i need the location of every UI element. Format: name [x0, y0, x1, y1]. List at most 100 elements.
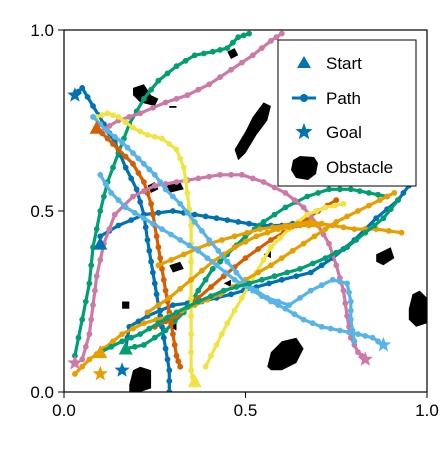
path-point: [188, 276, 195, 283]
path-point: [346, 289, 352, 296]
path-point: [141, 188, 147, 195]
path-point: [376, 197, 383, 204]
legend-entry-goal: Goal: [295, 123, 362, 142]
path-point: [231, 233, 238, 240]
path-point: [355, 349, 361, 356]
obstacle: [376, 247, 395, 266]
path-point: [253, 287, 260, 294]
path-point: [188, 313, 195, 319]
path-point: [366, 190, 372, 196]
path-point: [130, 124, 136, 131]
path-point: [141, 215, 147, 222]
path-point: [260, 257, 267, 263]
path-point: [278, 255, 285, 261]
path-point: [329, 222, 336, 229]
path-point: [333, 219, 340, 225]
path-point: [278, 30, 285, 37]
path-point: [153, 233, 160, 240]
path-point: [258, 276, 265, 283]
triangle-icon: [297, 56, 311, 68]
goal-marker: [92, 365, 108, 381]
path-point: [115, 197, 122, 204]
y-tick-label: 0.0: [30, 383, 54, 402]
path-point: [311, 233, 318, 240]
path-point: [344, 280, 350, 287]
path-point: [297, 295, 303, 301]
path-point: [151, 182, 158, 189]
path-point: [130, 161, 136, 167]
path-point: [217, 258, 224, 265]
path-point: [304, 193, 311, 200]
path-point: [282, 190, 289, 196]
path-point: [144, 132, 151, 138]
path-point: [307, 287, 314, 294]
path-point: [291, 197, 298, 204]
path-point: [224, 320, 231, 327]
path-point: [137, 199, 144, 205]
path-point: [128, 217, 135, 224]
obstacle: [223, 279, 231, 287]
path-point: [369, 334, 376, 341]
path-point: [119, 338, 125, 345]
path-point: [264, 229, 271, 236]
path-point: [155, 209, 162, 216]
path-series: [79, 171, 369, 363]
path-point: [164, 70, 171, 77]
path-point: [340, 287, 347, 294]
path-point: [395, 197, 401, 204]
y-tick-label: 0.5: [30, 202, 54, 221]
path-point: [128, 175, 135, 182]
path-point: [297, 266, 303, 272]
path-point: [326, 186, 332, 193]
path-point: [111, 133, 118, 140]
path-point: [355, 208, 361, 214]
path-point: [122, 153, 129, 160]
path-point: [170, 302, 176, 308]
path-point: [177, 237, 184, 243]
path-point: [110, 112, 116, 118]
path-point: [322, 204, 329, 211]
path-point: [344, 313, 350, 319]
path-point: [235, 34, 242, 41]
path-point: [184, 190, 191, 196]
path-point: [208, 284, 214, 290]
start-marker: [89, 120, 104, 134]
path-point: [144, 237, 151, 243]
path-point: [173, 352, 180, 359]
path-point: [351, 338, 358, 345]
path-point: [337, 186, 343, 193]
path-point: [231, 244, 238, 251]
path-point: [151, 171, 158, 178]
path-point: [177, 155, 184, 162]
path-point: [170, 193, 176, 200]
path-point: [322, 255, 329, 261]
path-point: [137, 128, 144, 135]
path-point: [160, 276, 167, 283]
path-point: [135, 170, 142, 176]
path-point: [229, 39, 236, 46]
path-point: [110, 141, 116, 147]
goal-marker: [357, 351, 373, 366]
path-point: [150, 220, 156, 227]
path-point: [141, 320, 147, 327]
path-point: [307, 219, 314, 225]
path-series: [97, 197, 401, 356]
path-point: [351, 226, 358, 233]
path-point: [268, 244, 274, 251]
path-point: [291, 311, 298, 318]
path-point: [173, 146, 180, 153]
path-point: [164, 356, 171, 363]
path-point: [356, 188, 363, 195]
path-point: [137, 331, 144, 337]
path-point: [166, 367, 173, 374]
path-point: [219, 331, 225, 337]
path-point: [273, 34, 280, 41]
path-point: [246, 280, 253, 287]
path-point: [300, 316, 307, 323]
path-point: [347, 186, 354, 193]
path-point: [97, 171, 104, 178]
path-point: [208, 352, 214, 359]
path-point: [353, 237, 360, 243]
path-point: [104, 128, 111, 135]
